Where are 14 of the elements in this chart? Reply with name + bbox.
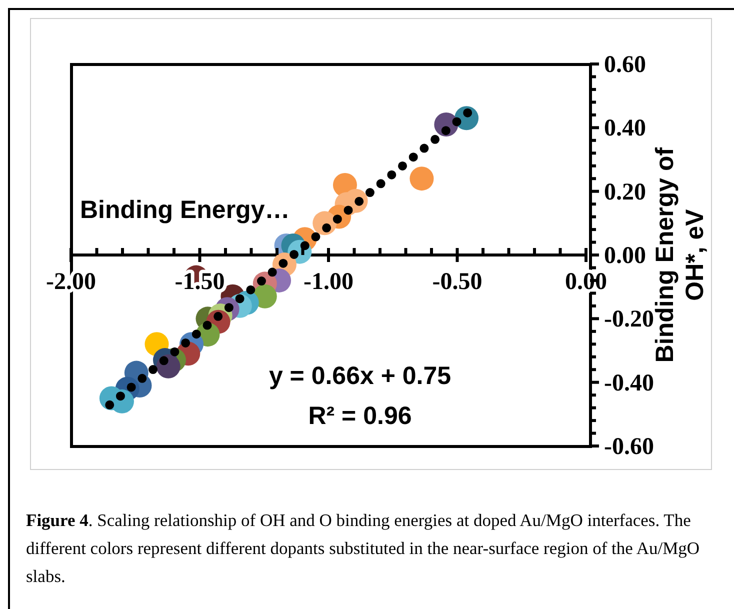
- y-tick-label: 0.00: [604, 243, 646, 269]
- point: [410, 166, 434, 191]
- annotation: y = 0.66x + 0.75: [268, 362, 452, 391]
- caption: Figure 4. Scaling relationship of OH and O binding energies at doped Au/MgO interfaces. The different colors represent different dopants substituted in the near-surface region of the Au/MgO slabs.: [26, 509, 701, 588]
- y-tick-label: 0.20: [604, 179, 646, 206]
- y-tick-label: 0.40: [604, 116, 646, 142]
- x-tick-label: -1.00: [304, 269, 354, 295]
- y-tick-label: -0.40: [604, 370, 654, 396]
- annotation: R² = 0.96: [307, 402, 413, 431]
- y-tick-label: -0.60: [604, 434, 654, 460]
- annotation: Binding Energy…: [80, 196, 290, 225]
- y-tick-label: 0.60: [604, 52, 646, 78]
- x-tick-label: -0.50: [432, 269, 482, 295]
- y-tick-label: -0.20: [604, 306, 654, 333]
